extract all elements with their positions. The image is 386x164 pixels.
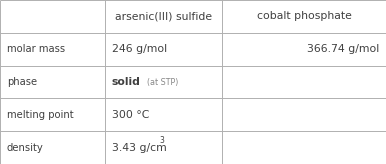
Text: solid: solid <box>112 77 141 87</box>
Text: melting point: melting point <box>7 110 74 120</box>
Text: phase: phase <box>7 77 37 87</box>
Text: 3: 3 <box>159 136 164 145</box>
Text: 366.74 g/mol: 366.74 g/mol <box>307 44 379 54</box>
Text: 300 °C: 300 °C <box>112 110 149 120</box>
Text: 3.43 g/cm: 3.43 g/cm <box>112 143 167 153</box>
Text: (at STP): (at STP) <box>147 78 179 86</box>
Text: cobalt phosphate: cobalt phosphate <box>257 11 351 21</box>
Text: arsenic(III) sulfide: arsenic(III) sulfide <box>115 11 212 21</box>
Text: density: density <box>7 143 44 153</box>
Text: 246 g/mol: 246 g/mol <box>112 44 167 54</box>
Text: molar mass: molar mass <box>7 44 65 54</box>
